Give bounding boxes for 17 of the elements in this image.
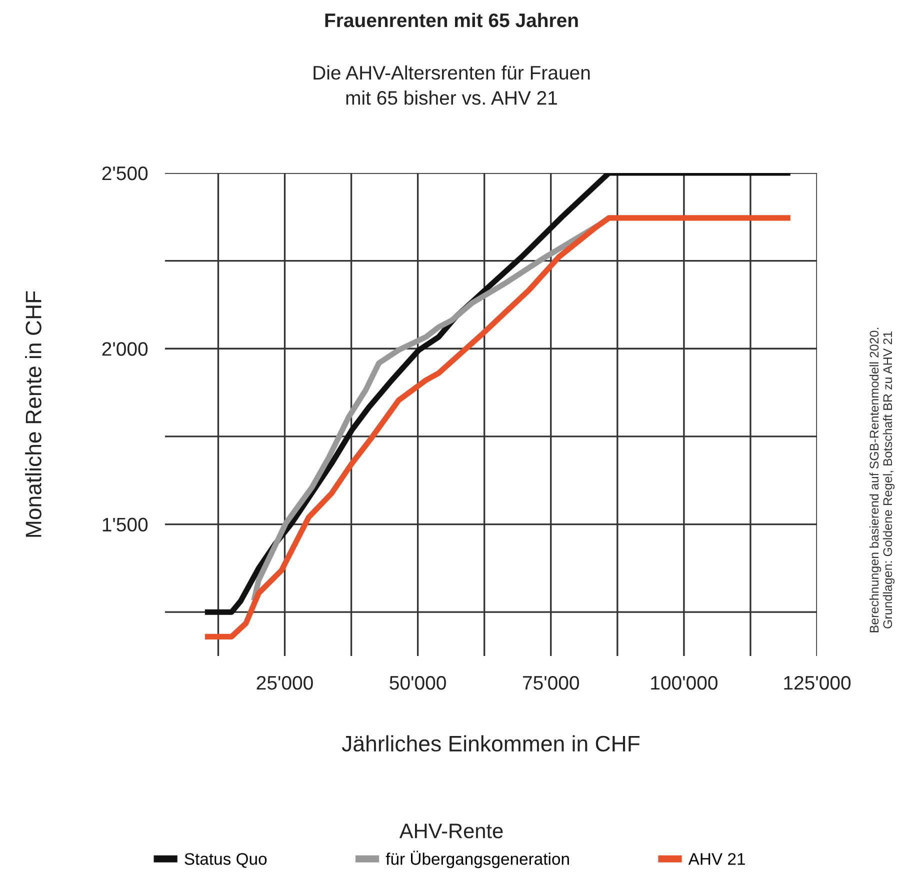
y-tick-label: 1'500 <box>102 518 148 532</box>
x-tick-label: 50'000 <box>390 676 446 690</box>
legend-title: AHV-Rente <box>399 824 503 838</box>
text: Berechnungen basierend auf SGB-Rentenmodell 2020. Grundlagen: Goldene Regel, Botschaft BR zu AHV 21 <box>869 328 895 632</box>
legend-label: Status Quo <box>184 853 267 868</box>
x-tick-label: 125'000 <box>784 676 851 690</box>
legend-label: AHV 21 <box>688 853 745 865</box>
chart-title: Frauenrenten mit 65 Jahren <box>325 12 578 28</box>
y-axis-title: Monatliche Rente in CHF <box>25 291 42 537</box>
legend-label: für Übergangsgeneration <box>386 850 569 868</box>
y-tick-label: 2'000 <box>102 342 148 356</box>
x-axis-title: Jährliches Einkommen in CHF <box>342 735 640 752</box>
x-tick-label: 75'000 <box>522 676 580 690</box>
chart-subtitle: Die AHV-Altersrenten für Frauen mit 65 bisher vs. AHV 21 <box>314 65 590 105</box>
x-tick-label: 100'000 <box>651 676 718 690</box>
y-tick-label: 2'500 <box>102 166 148 180</box>
x-tick-label: 25'000 <box>256 676 313 690</box>
